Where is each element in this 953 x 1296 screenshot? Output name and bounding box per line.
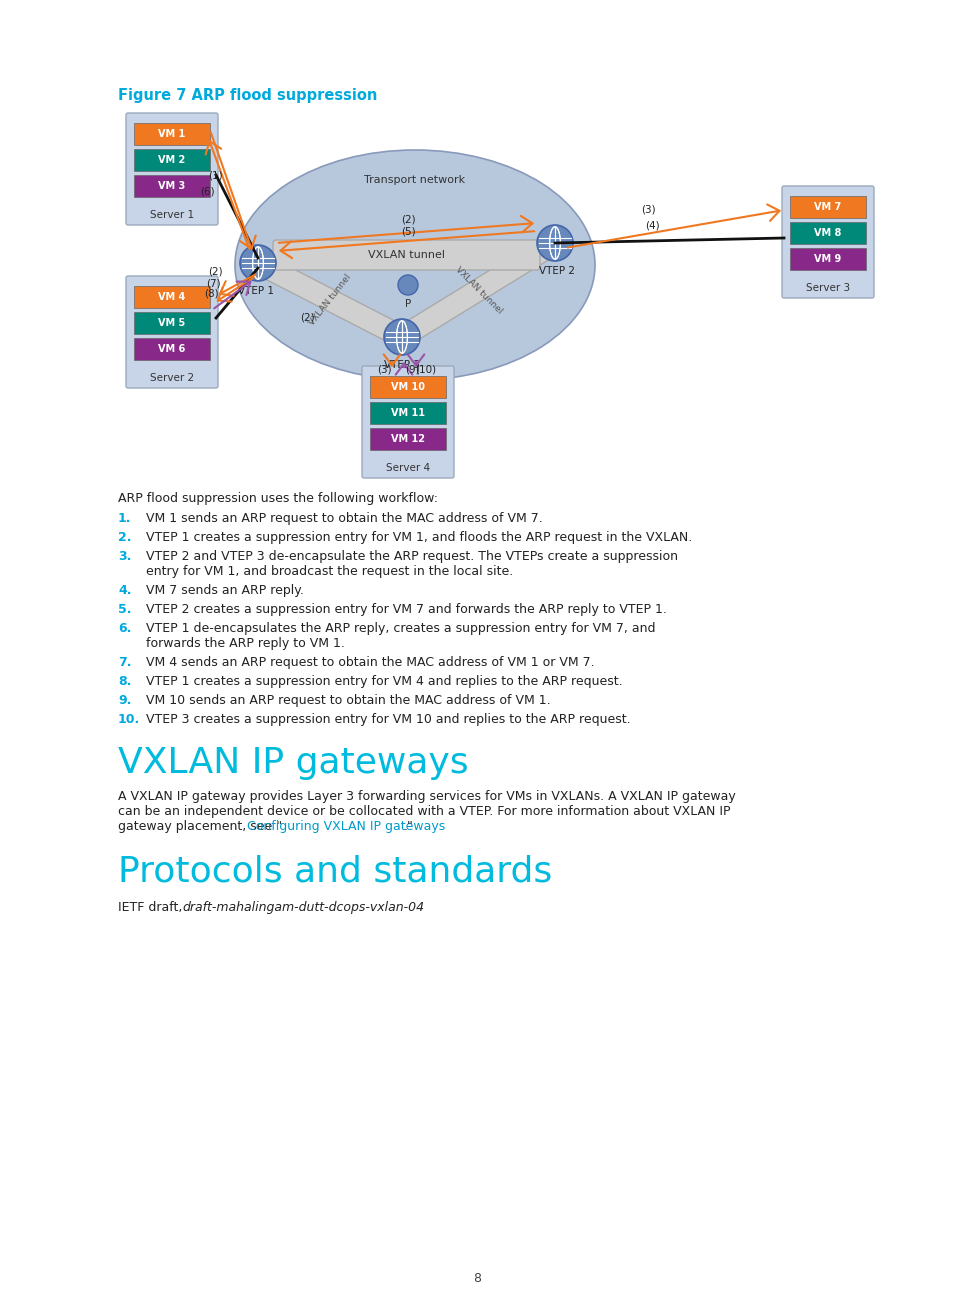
Bar (789, 196, 865, 218)
Bar (789, 222, 865, 244)
Bar (133, 123, 210, 145)
Circle shape (384, 319, 419, 355)
Text: VXLAN IP gateways: VXLAN IP gateways (118, 746, 468, 780)
Text: VM 4 sends an ARP request to obtain the MAC address of VM 1 or VM 7.: VM 4 sends an ARP request to obtain the … (146, 656, 594, 669)
Text: (9): (9) (404, 364, 419, 375)
Text: (10): (10) (415, 364, 436, 375)
Text: VTEP 1 de-encapsulates the ARP reply, creates a suppression entry for VM 7, and: VTEP 1 de-encapsulates the ARP reply, cr… (146, 622, 655, 635)
Text: A VXLAN IP gateway provides Layer 3 forwarding services for VMs in VXLANs. A VXL: A VXLAN IP gateway provides Layer 3 forw… (118, 791, 735, 804)
Text: VM 3: VM 3 (158, 181, 186, 191)
Text: Figure 7 ARP flood suppression: Figure 7 ARP flood suppression (118, 88, 377, 102)
Text: 1.: 1. (118, 512, 132, 525)
Bar (133, 286, 210, 308)
Text: VTEP 1: VTEP 1 (237, 286, 274, 295)
Text: Server 3: Server 3 (805, 283, 849, 293)
Text: ARP flood suppression uses the following workflow:: ARP flood suppression uses the following… (118, 492, 437, 505)
Text: (2): (2) (208, 267, 222, 277)
Text: 9.: 9. (118, 693, 132, 708)
Text: VM 7 sends an ARP reply.: VM 7 sends an ARP reply. (146, 584, 304, 597)
Text: 6.: 6. (118, 622, 132, 635)
Text: VM 1: VM 1 (158, 130, 186, 139)
Text: (3): (3) (376, 364, 391, 375)
Ellipse shape (234, 150, 595, 380)
FancyBboxPatch shape (273, 240, 539, 270)
Text: 10.: 10. (118, 713, 140, 726)
Text: Transport network: Transport network (364, 175, 465, 185)
Text: .": ." (403, 820, 413, 833)
Text: VM 6: VM 6 (158, 343, 186, 354)
Text: VM 9: VM 9 (814, 254, 841, 264)
Text: (2): (2) (400, 215, 415, 226)
Text: gateway placement, see ": gateway placement, see " (118, 820, 282, 833)
Text: VM 1 sends an ARP request to obtain the MAC address of VM 7.: VM 1 sends an ARP request to obtain the … (146, 512, 542, 525)
Text: (5): (5) (400, 227, 415, 237)
Text: Server 1: Server 1 (150, 210, 193, 220)
Text: VM 10: VM 10 (391, 382, 424, 391)
Text: 4.: 4. (118, 584, 132, 597)
Text: VM 10 sends an ARP request to obtain the MAC address of VM 1.: VM 10 sends an ARP request to obtain the… (146, 693, 550, 708)
Text: VTEP 2 and VTEP 3 de-encapsulate the ARP request. The VTEPs create a suppression: VTEP 2 and VTEP 3 de-encapsulate the ARP… (146, 550, 678, 562)
Text: 8: 8 (473, 1271, 480, 1286)
Bar (370, 428, 446, 450)
Text: entry for VM 1, and broadcast the request in the local site.: entry for VM 1, and broadcast the reques… (146, 565, 513, 578)
Bar (133, 175, 210, 197)
Text: VTEP 3: VTEP 3 (384, 360, 419, 369)
Text: VXLAN tunnel: VXLAN tunnel (307, 272, 353, 328)
Text: VM 11: VM 11 (391, 408, 424, 419)
Text: (4): (4) (644, 220, 659, 229)
FancyBboxPatch shape (361, 365, 454, 478)
Text: VXLAN tunnel: VXLAN tunnel (368, 250, 444, 260)
Text: (2): (2) (299, 314, 314, 323)
Text: VTEP 2: VTEP 2 (538, 266, 575, 276)
Bar (133, 312, 210, 334)
FancyBboxPatch shape (395, 233, 561, 347)
Text: 7.: 7. (118, 656, 132, 669)
Text: (1): (1) (208, 170, 222, 180)
Text: 8.: 8. (118, 675, 132, 688)
Text: Server 2: Server 2 (150, 373, 193, 384)
Text: can be an independent device or be collocated with a VTEP. For more information : can be an independent device or be collo… (118, 805, 730, 818)
Text: 3.: 3. (118, 550, 132, 562)
Text: (7): (7) (206, 279, 220, 288)
FancyBboxPatch shape (126, 113, 218, 226)
Text: VTEP 2 creates a suppression entry for VM 7 and forwards the ARP reply to VTEP 1: VTEP 2 creates a suppression entry for V… (146, 603, 666, 616)
Text: Protocols and standards: Protocols and standards (118, 855, 552, 889)
Text: VTEP 1 creates a suppression entry for VM 4 and replies to the ARP request.: VTEP 1 creates a suppression entry for V… (146, 675, 622, 688)
Text: VM 12: VM 12 (391, 434, 424, 445)
Bar (370, 402, 446, 424)
Circle shape (397, 275, 417, 295)
Circle shape (537, 226, 573, 260)
Text: VM 5: VM 5 (158, 318, 186, 328)
Text: (3): (3) (640, 205, 655, 215)
Text: VM 4: VM 4 (158, 292, 186, 302)
Text: VM 7: VM 7 (814, 202, 841, 213)
Bar (133, 338, 210, 360)
Text: draft-mahalingam-dutt-dcops-vxlan-04: draft-mahalingam-dutt-dcops-vxlan-04 (182, 901, 424, 914)
Text: VTEP 1 creates a suppression entry for VM 1, and floods the ARP request in the V: VTEP 1 creates a suppression entry for V… (146, 531, 692, 544)
Text: forwards the ARP reply to VM 1.: forwards the ARP reply to VM 1. (146, 638, 345, 651)
Circle shape (240, 245, 275, 281)
Text: (8): (8) (204, 289, 218, 299)
Bar (133, 149, 210, 171)
Bar (370, 376, 446, 398)
Bar (789, 248, 865, 270)
Text: VTEP 3 creates a suppression entry for VM 10 and replies to the ARP request.: VTEP 3 creates a suppression entry for V… (146, 713, 630, 726)
Text: 5.: 5. (118, 603, 132, 616)
Text: Configuring VXLAN IP gateways: Configuring VXLAN IP gateways (247, 820, 445, 833)
Text: VM 2: VM 2 (158, 156, 186, 165)
Text: P: P (404, 299, 411, 308)
Text: IETF draft,: IETF draft, (118, 901, 186, 914)
Text: Server 4: Server 4 (386, 463, 430, 473)
Text: VXLAN tunnel: VXLAN tunnel (453, 264, 503, 315)
Text: 2.: 2. (118, 531, 132, 544)
FancyBboxPatch shape (781, 187, 873, 298)
Text: (6): (6) (199, 187, 214, 197)
Text: VM 8: VM 8 (814, 228, 841, 238)
FancyBboxPatch shape (252, 253, 408, 347)
FancyBboxPatch shape (126, 276, 218, 388)
